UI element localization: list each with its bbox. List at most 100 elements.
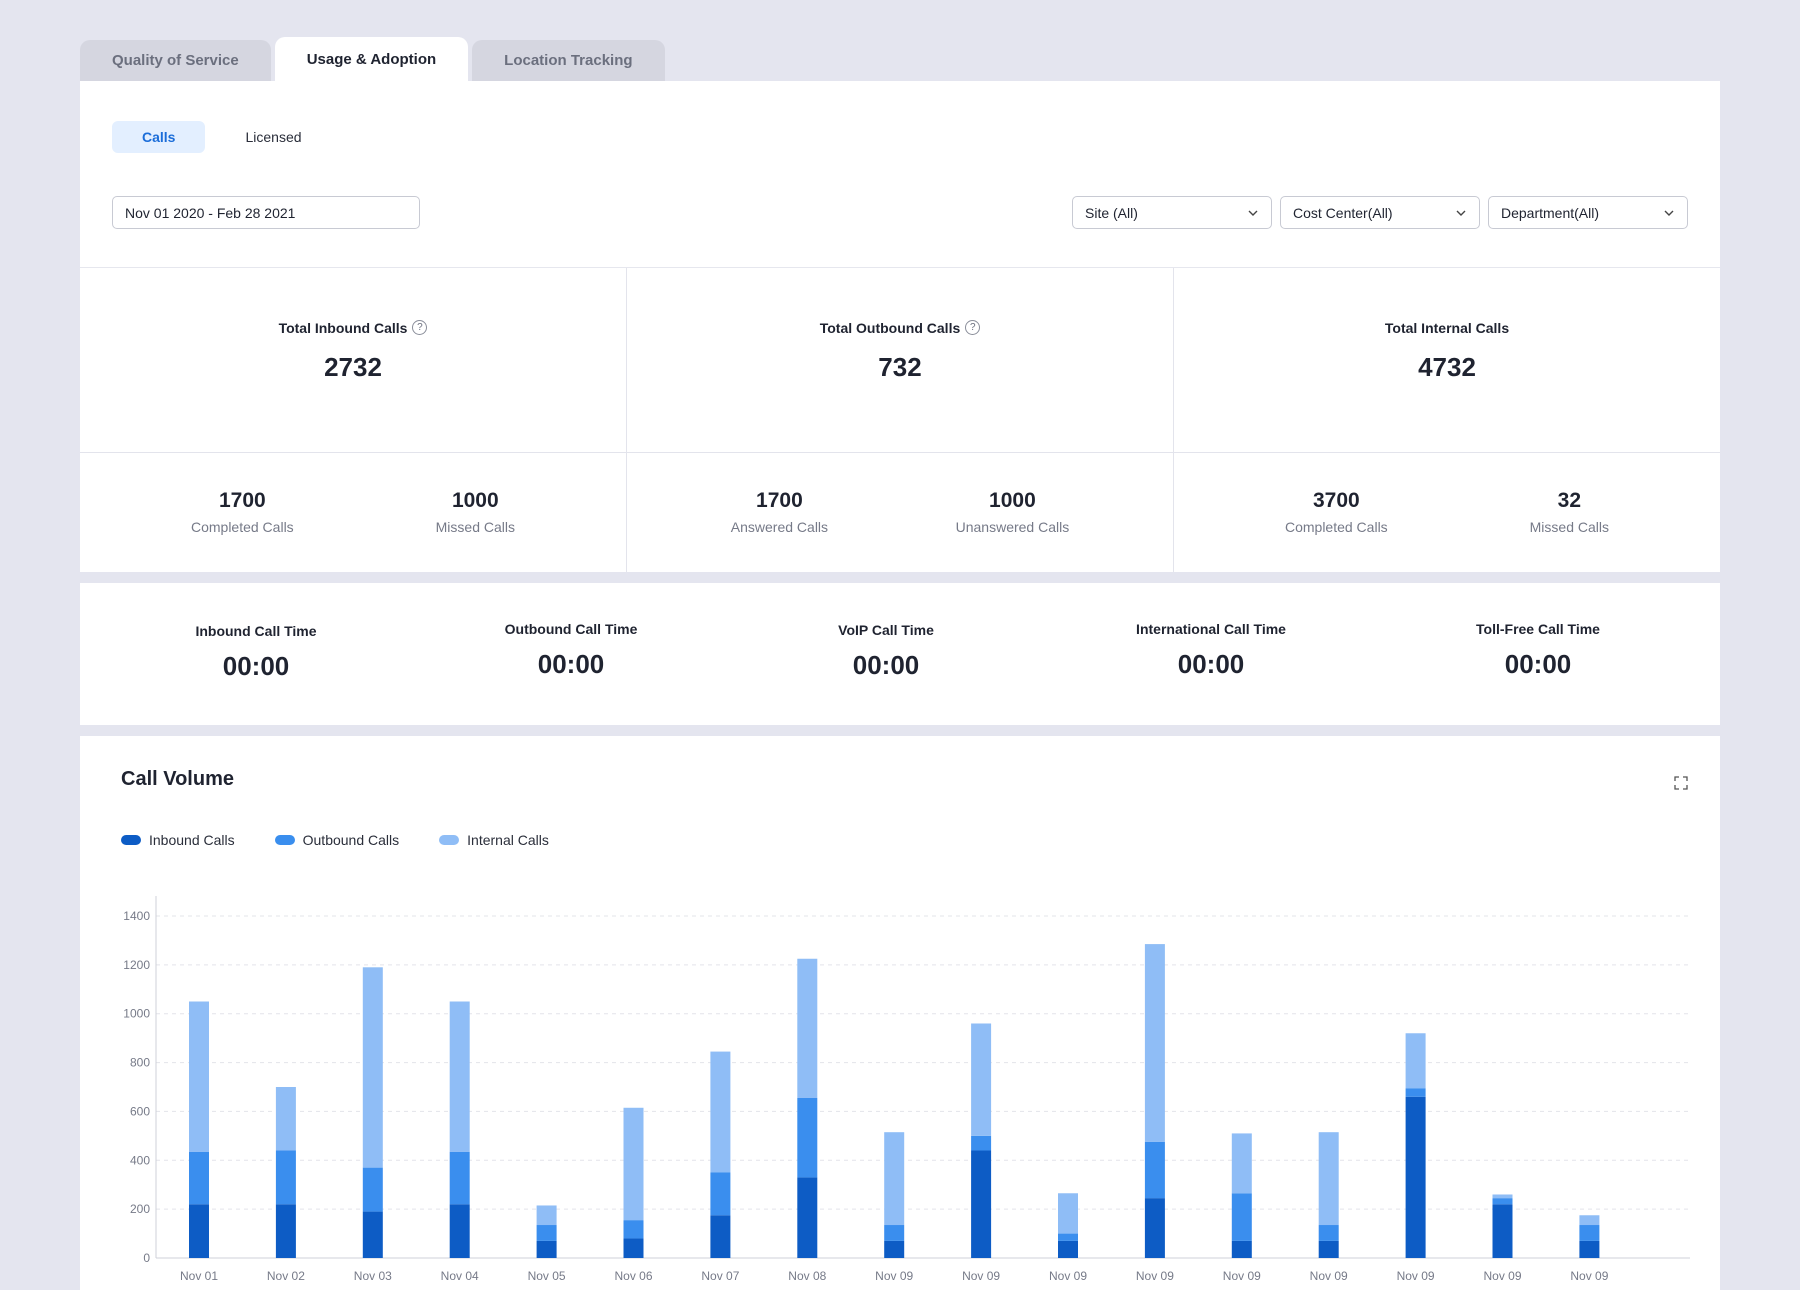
bar-outbound-calls bbox=[1492, 1198, 1513, 1205]
chart-legend: Inbound Calls Outbound Calls Internal Ca… bbox=[121, 832, 549, 848]
time-item-toll-free: Toll-Free Call Time 00:00 bbox=[1476, 621, 1600, 680]
site-dropdown[interactable]: Site (All) bbox=[1072, 196, 1272, 229]
bar-internal-calls bbox=[275, 1087, 296, 1151]
bar-internal-calls bbox=[971, 1023, 992, 1136]
call-volume-chart: 0 200 400 600 800 1000 1200 1400 Nov 01 Nov 02 Nov… bbox=[123, 896, 1690, 1283]
legend-label: Outbound Calls bbox=[302, 832, 400, 848]
internal-title: Total Internal Calls bbox=[1385, 320, 1509, 336]
bar-internal-calls bbox=[362, 967, 383, 1168]
bar-inbound-calls bbox=[1144, 1198, 1165, 1258]
bar-outbound-calls bbox=[1579, 1225, 1600, 1241]
time-value: 00:00 bbox=[852, 650, 920, 680]
x-tick-label: Nov 04 bbox=[441, 1269, 479, 1283]
legend-item-inbound[interactable]: Inbound Calls bbox=[121, 832, 235, 848]
bar-outbound-calls bbox=[884, 1225, 905, 1241]
bar-inbound-calls bbox=[1579, 1240, 1600, 1258]
sub-stat-value: 1700 bbox=[756, 489, 803, 512]
inbound-title: Total Inbound Calls ? bbox=[279, 320, 428, 336]
bar-outbound-calls bbox=[536, 1225, 557, 1241]
x-tick-label: Nov 06 bbox=[614, 1269, 652, 1283]
cost-center-dropdown[interactable]: Cost Center(All) bbox=[1280, 196, 1480, 229]
bar-internal-calls bbox=[884, 1132, 905, 1226]
x-tick-label: Nov 09 bbox=[875, 1269, 913, 1283]
bar-outbound-calls bbox=[189, 1151, 209, 1205]
bar-inbound-calls bbox=[189, 1204, 209, 1258]
sub-stat-value: 32 bbox=[1557, 489, 1581, 512]
help-icon[interactable]: ? bbox=[412, 320, 428, 335]
y-tick-label: 1000 bbox=[123, 1007, 150, 1021]
bar-outbound-calls bbox=[1231, 1193, 1252, 1241]
call-time-panel: Inbound Call Time 00:00 Outbound Call Ti… bbox=[80, 583, 1720, 725]
bar-internal-calls bbox=[1058, 1193, 1078, 1234]
sub-stat-label: Completed Calls bbox=[190, 519, 294, 535]
y-tick-label: 200 bbox=[130, 1202, 150, 1216]
time-item-inbound: Inbound Call Time 00:00 bbox=[195, 623, 316, 682]
bar-inbound-calls bbox=[623, 1238, 644, 1258]
chevron-down-icon bbox=[1456, 210, 1466, 216]
x-tick-label: Nov 09 bbox=[1483, 1269, 1521, 1283]
stat-title-label: Total Outbound Calls bbox=[819, 319, 961, 336]
bar-inbound-calls bbox=[536, 1240, 557, 1258]
time-value: 00:00 bbox=[1504, 649, 1572, 679]
time-label: Inbound Call Time bbox=[195, 623, 317, 639]
bar-inbound-calls bbox=[1318, 1240, 1339, 1258]
sub-stat-value: 1700 bbox=[218, 489, 266, 512]
y-tick-label: 800 bbox=[130, 1056, 150, 1070]
bar-internal-calls bbox=[1144, 944, 1165, 1142]
tab-location-tracking[interactable]: Location Tracking bbox=[472, 40, 665, 81]
bar-internal-calls bbox=[1492, 1194, 1513, 1199]
subtab-calls[interactable]: Calls bbox=[112, 121, 206, 153]
bar-outbound-calls bbox=[1405, 1088, 1426, 1097]
legend-item-outbound[interactable]: Outbound Calls bbox=[274, 832, 400, 848]
bar-inbound-calls bbox=[449, 1204, 470, 1258]
stat-value: 2732 bbox=[324, 351, 382, 382]
x-tick-label: Nov 02 bbox=[267, 1269, 305, 1283]
tab-quality-of-service[interactable]: Quality of Service bbox=[80, 40, 271, 81]
y-tick-label: 1400 bbox=[123, 909, 150, 923]
bar-internal-calls bbox=[1318, 1132, 1339, 1226]
legend-swatch bbox=[439, 835, 460, 845]
outbound-title: Total Outbound Calls ? bbox=[820, 320, 981, 336]
sub-stat-label: Answered Calls bbox=[730, 519, 829, 535]
bar-outbound-calls bbox=[623, 1220, 644, 1239]
subtab-licensed[interactable]: Licensed bbox=[245, 129, 302, 145]
chart-title: Call Volume bbox=[121, 768, 234, 790]
bar-outbound-calls bbox=[971, 1135, 992, 1151]
bar-outbound-calls bbox=[1318, 1225, 1339, 1241]
bar-inbound-calls bbox=[884, 1240, 905, 1258]
tab-usage-adoption[interactable]: Usage & Adoption bbox=[274, 37, 469, 81]
x-tick-label: Nov 03 bbox=[354, 1269, 392, 1283]
bar-inbound-calls bbox=[1492, 1204, 1513, 1258]
main-tabs: Quality of Service Usage & Adoption Loca… bbox=[80, 37, 665, 81]
time-label: Outbound Call Time bbox=[504, 621, 638, 637]
bar-inbound-calls bbox=[362, 1211, 383, 1258]
department-dropdown[interactable]: Department(All) bbox=[1488, 196, 1688, 229]
date-range-field[interactable]: Nov 01 2020 - Feb 28 2021 bbox=[112, 196, 420, 229]
bar-internal-calls bbox=[1579, 1215, 1600, 1226]
sub-stat-label: Unanswered Calls bbox=[955, 519, 1070, 535]
sub-stat-value: 1000 bbox=[451, 489, 499, 512]
sub-stat: 32 Missed Calls bbox=[1530, 489, 1609, 535]
department-dropdown-value: Department(All) bbox=[1501, 204, 1600, 221]
x-tick-label: Nov 05 bbox=[528, 1269, 566, 1283]
expand-icon[interactable] bbox=[1674, 776, 1688, 790]
bar-outbound-calls bbox=[710, 1172, 731, 1216]
bar-outbound-calls bbox=[1144, 1141, 1165, 1199]
y-tick-label: 0 bbox=[143, 1251, 150, 1265]
legend-item-internal[interactable]: Internal Calls bbox=[439, 832, 549, 848]
sub-stat-label: Missed Calls bbox=[1529, 519, 1609, 535]
time-value: 00:00 bbox=[222, 651, 290, 681]
x-tick-label: Nov 09 bbox=[1049, 1269, 1087, 1283]
internal-stats: Total Internal Calls 4732 3700 Completed… bbox=[1174, 268, 1720, 572]
sub-tabs: Calls Licensed bbox=[112, 121, 332, 153]
chevron-down-icon bbox=[1664, 210, 1674, 216]
legend-label: Internal Calls bbox=[467, 832, 549, 848]
call-stats-panel: Total Inbound Calls ? 2732 1700 Complete… bbox=[80, 268, 1720, 572]
stat-value: 732 bbox=[878, 351, 922, 382]
legend-swatch bbox=[121, 835, 141, 845]
help-icon[interactable]: ? bbox=[965, 320, 981, 335]
y-tick-label: 1200 bbox=[123, 958, 150, 972]
legend-label: Inbound Calls bbox=[149, 832, 235, 848]
sub-stat-value: 1000 bbox=[989, 489, 1036, 512]
sub-stat-value: 3700 bbox=[1312, 489, 1360, 512]
